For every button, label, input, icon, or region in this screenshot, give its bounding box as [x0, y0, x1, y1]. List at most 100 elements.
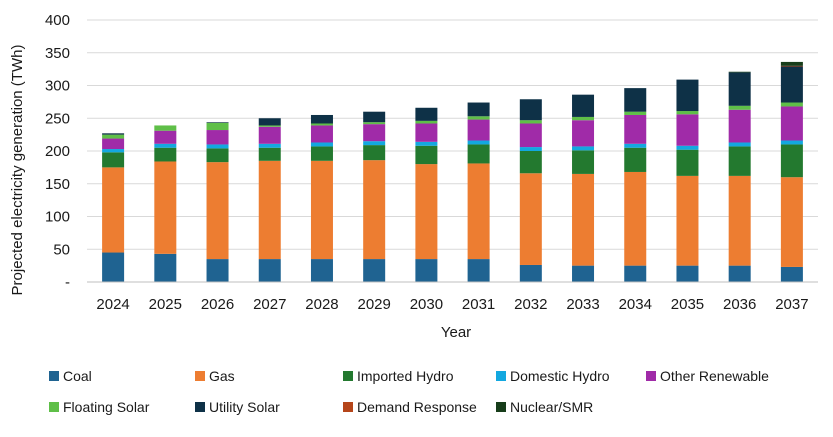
x-tick-label: 2024: [96, 296, 129, 313]
bar-segment: [258, 118, 281, 126]
legend-item: Demand Response: [343, 399, 477, 415]
legend-label: Domestic Hydro: [510, 368, 610, 384]
legend-item: Other Renewable: [646, 368, 769, 384]
bar-segment: [102, 138, 125, 150]
bar-segment: [572, 150, 595, 174]
legend-item: Imported Hydro: [343, 368, 454, 384]
bar-segment: [415, 164, 438, 260]
legend-swatch: [646, 371, 656, 381]
bar-segment: [102, 134, 125, 139]
bar-segment: [780, 106, 803, 141]
bar-segment: [415, 123, 438, 142]
bar-segment: [624, 143, 647, 148]
bar-segment: [467, 116, 490, 120]
bar-segment: [780, 140, 803, 145]
y-tick-label: 300: [45, 78, 70, 95]
legend-label: Nuclear/SMR: [510, 399, 593, 415]
bar-segment: [363, 124, 386, 142]
bar-segment: [780, 102, 803, 107]
legend-item: Gas: [195, 368, 235, 384]
bar-segment: [728, 105, 751, 110]
bar-segment: [780, 177, 803, 267]
bar-segment: [519, 151, 542, 174]
bar-segment: [728, 146, 751, 176]
bar-segment: [310, 259, 333, 282]
bar-segment: [206, 162, 229, 260]
x-tick-label: 2035: [671, 296, 704, 313]
bar-segment: [676, 145, 699, 150]
bar-segment: [258, 147, 281, 161]
bar-segment: [676, 175, 699, 266]
bar-segment: [624, 111, 647, 115]
bar-segment: [624, 88, 647, 112]
bar-segment: [624, 171, 647, 266]
bar-segment: [206, 130, 229, 145]
legend-label: Gas: [209, 368, 235, 384]
bar-segment: [728, 72, 751, 106]
bar-segment: [519, 264, 542, 282]
x-tick-label: 2033: [566, 296, 599, 313]
x-tick-label: 2032: [514, 296, 547, 313]
bar-segment: [572, 265, 595, 282]
bar-segment: [467, 163, 490, 260]
bar-segment: [624, 265, 647, 282]
bar-segment: [519, 99, 542, 121]
bar-segment: [624, 114, 647, 144]
bar-segment: [258, 125, 281, 127]
bar-segment: [676, 114, 699, 146]
bar-segment: [728, 265, 751, 282]
bar-segment: [310, 114, 333, 124]
bar-segment: [676, 149, 699, 176]
bar-segment: [572, 116, 595, 121]
legend-label: Imported Hydro: [357, 368, 454, 384]
bar-segment: [154, 130, 177, 144]
y-tick-label: 200: [45, 143, 70, 160]
bar-segment: [467, 144, 490, 164]
bar-segment: [102, 252, 125, 282]
legend-swatch: [343, 371, 353, 381]
bar-segment: [206, 122, 229, 131]
y-tick-label: 400: [45, 12, 70, 29]
bar-segment: [258, 143, 281, 148]
bar-segment: [154, 125, 177, 131]
legend-swatch: [343, 402, 353, 412]
legend-label: Demand Response: [357, 399, 477, 415]
x-tick-label: 2029: [357, 296, 390, 313]
bar-segment: [154, 253, 177, 282]
bar-segment: [310, 125, 333, 143]
axes: - 50 100 150 200 250 300 350 400 2024 2025 2026 2027…: [45, 12, 818, 313]
bar-segment: [415, 120, 438, 124]
legend-item: Nuclear/SMR: [496, 399, 593, 415]
bar-segment: [363, 141, 386, 146]
bar-segment: [572, 173, 595, 266]
legend-item: Floating Solar: [49, 399, 150, 415]
bar-segment: [519, 120, 542, 124]
x-tick-label: 2036: [723, 296, 756, 313]
legend-label: Utility Solar: [209, 399, 280, 415]
bar-segment: [415, 259, 438, 282]
bar-segment: [519, 173, 542, 265]
bar-segment: [415, 107, 438, 121]
bar-segment: [780, 65, 803, 67]
legend-swatch: [195, 402, 205, 412]
bar-segment: [102, 149, 125, 153]
legend-label: Other Renewable: [660, 368, 769, 384]
bar-segment: [467, 259, 490, 282]
legend-label: Floating Solar: [63, 399, 150, 415]
bar-segment: [572, 94, 595, 117]
x-tick-label: 2037: [775, 296, 808, 313]
bar-segment: [676, 111, 699, 115]
legend-swatch: [496, 402, 506, 412]
legend-item: Utility Solar: [195, 399, 280, 415]
bar-segment: [258, 259, 281, 282]
legend-swatch: [496, 371, 506, 381]
bar-segment: [258, 126, 281, 144]
bar-segment: [102, 133, 125, 135]
y-tick-label: 150: [45, 176, 70, 193]
bar-segment: [206, 144, 229, 149]
bar-segment: [206, 122, 229, 123]
legend-item: Domestic Hydro: [496, 368, 610, 384]
y-tick-label: -: [65, 274, 70, 291]
bar-segment: [363, 259, 386, 282]
x-tick-label: 2031: [462, 296, 495, 313]
